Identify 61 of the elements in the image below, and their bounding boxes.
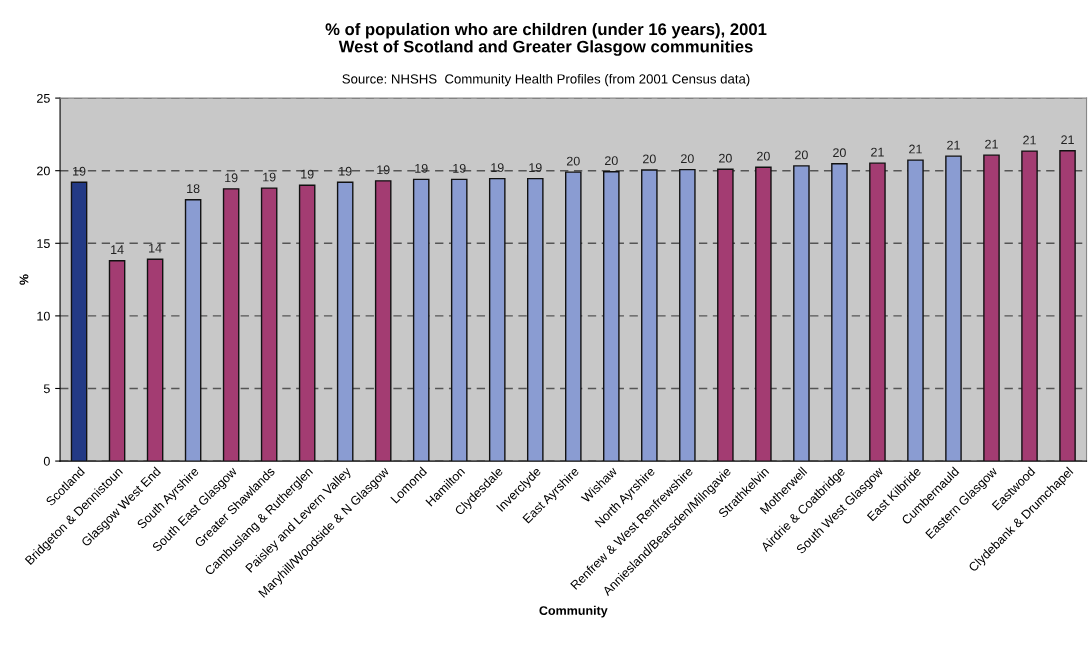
- data-label: 19: [339, 166, 352, 176]
- bar: [450, 178, 468, 462]
- bar: [831, 163, 848, 462]
- data-label: 20: [795, 150, 808, 160]
- bar: [1021, 150, 1038, 462]
- x-axis-title: Community: [539, 605, 608, 618]
- bar: [70, 181, 88, 462]
- data-label: 21: [909, 144, 922, 154]
- data-label: 19: [263, 172, 276, 182]
- data-label: 21: [947, 140, 960, 150]
- y-tick-label: 20: [37, 166, 50, 176]
- bar: [603, 171, 620, 462]
- bar: [222, 188, 240, 462]
- bar: [336, 181, 354, 462]
- y-tick-label: 5: [43, 384, 50, 394]
- y-axis-title: %: [19, 274, 29, 285]
- source-note: Source: NHSHS Community Health Profiles (from 2001 Census data): [342, 73, 750, 87]
- y-tick-label: 25: [37, 93, 50, 103]
- data-label: 19: [225, 173, 238, 183]
- data-label: 20: [643, 154, 656, 164]
- bar: [108, 260, 126, 462]
- bar: [755, 166, 772, 462]
- bar: [983, 154, 1000, 462]
- data-label: 20: [681, 154, 694, 164]
- data-label: 20: [719, 153, 732, 163]
- data-label: 21: [985, 139, 998, 149]
- data-label: 20: [757, 151, 770, 161]
- data-label: 19: [453, 163, 466, 173]
- bar: [146, 258, 164, 462]
- y-tick-label: 0: [43, 456, 50, 466]
- bar: [184, 199, 202, 462]
- bar: [565, 171, 582, 462]
- bar: [412, 178, 430, 462]
- bar: [717, 168, 734, 462]
- data-label: 21: [1061, 135, 1074, 145]
- bar: [374, 180, 392, 462]
- chart-title: % of population who are children (under 16 years), 2001 West of Scotland and Greater Glasgow communities: [325, 22, 767, 56]
- y-tick-label: 15: [37, 239, 50, 248]
- data-label: 19: [301, 169, 314, 179]
- data-label: 18: [187, 184, 200, 194]
- data-label: 19: [529, 163, 542, 173]
- bar: [907, 159, 924, 462]
- bar: [679, 168, 696, 462]
- bar: [869, 162, 886, 462]
- bar: [260, 187, 278, 462]
- data-label: 14: [149, 243, 162, 253]
- bar: [793, 165, 810, 462]
- data-label: 20: [833, 148, 846, 158]
- bar: [1059, 150, 1076, 462]
- data-label: 19: [415, 163, 428, 173]
- data-label: 21: [871, 147, 884, 157]
- y-tick-label: 10: [37, 311, 50, 321]
- data-label: 20: [566, 156, 580, 166]
- bar: [526, 177, 544, 462]
- data-label: 14: [111, 245, 124, 254]
- bar: [641, 169, 658, 462]
- bar: [945, 155, 962, 462]
- bar: [488, 177, 506, 462]
- bar: [298, 184, 316, 462]
- data-label: 20: [605, 156, 618, 166]
- data-label: 21: [1023, 135, 1036, 145]
